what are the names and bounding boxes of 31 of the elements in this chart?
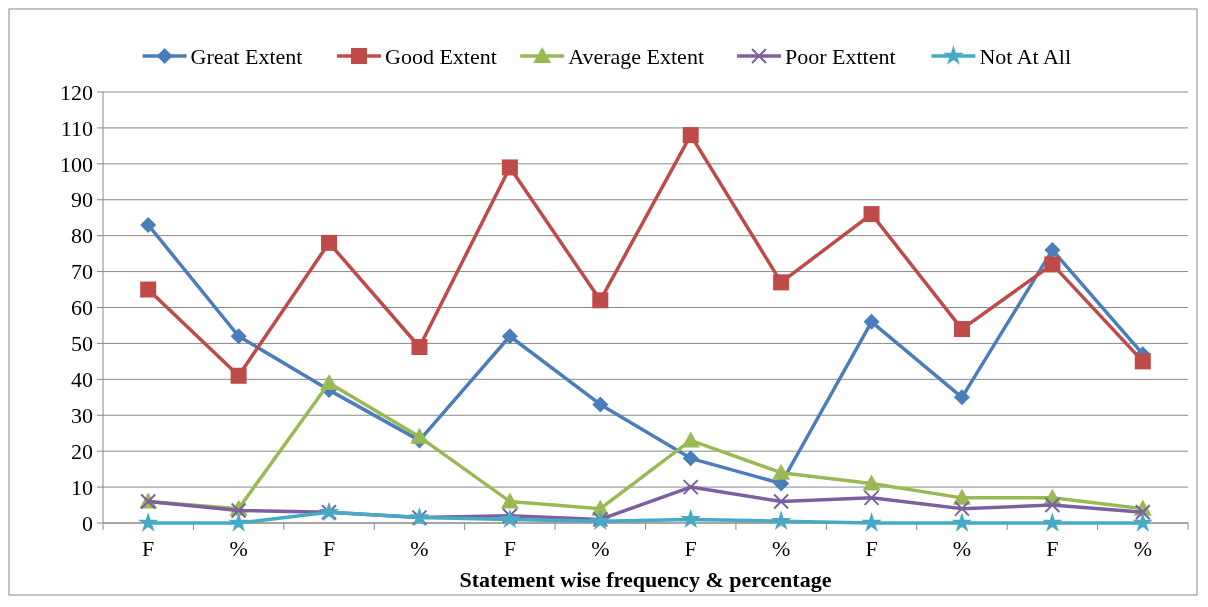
y-tick-label: 100 bbox=[60, 151, 93, 177]
y-tick-label: 20 bbox=[71, 438, 93, 464]
x-tick-label: % bbox=[952, 536, 972, 561]
y-tick-label: 70 bbox=[71, 259, 93, 285]
y-tick-label: 30 bbox=[71, 402, 93, 428]
y-tick-label: 80 bbox=[71, 223, 93, 249]
x-tick-label: % bbox=[771, 536, 791, 561]
x-tick-label: F bbox=[503, 536, 516, 561]
x-tick-label: % bbox=[591, 536, 610, 561]
x-tick-label: % bbox=[229, 536, 248, 561]
x-tick-label: F bbox=[1046, 536, 1059, 561]
x-tick-label: F bbox=[142, 536, 155, 561]
x-tick-label: % bbox=[410, 536, 429, 561]
y-tick-label: 60 bbox=[71, 295, 93, 321]
x-tick-label: F bbox=[684, 536, 697, 561]
legend-label: Average Extent bbox=[568, 43, 705, 69]
y-tick-label: 50 bbox=[71, 331, 93, 357]
y-tick-label: 40 bbox=[71, 367, 93, 393]
x-axis-title: Statement wise frequency & percentage bbox=[459, 567, 832, 592]
legend-label: Good Extent bbox=[385, 43, 497, 69]
y-tick-label: 90 bbox=[71, 187, 93, 213]
y-tick-label: 120 bbox=[60, 79, 93, 105]
x-tick-label: % bbox=[1133, 536, 1152, 561]
y-tick-label: 110 bbox=[60, 115, 93, 141]
x-tick-label: F bbox=[322, 536, 336, 561]
x-tick-label: F bbox=[865, 536, 878, 561]
y-tick-label: 10 bbox=[71, 474, 93, 500]
legend-label: Poor Exttent bbox=[785, 43, 896, 69]
legend-label: Not At All bbox=[979, 43, 1072, 69]
legend-label: Great Extent bbox=[190, 43, 303, 69]
y-tick-label: 0 bbox=[82, 510, 93, 536]
